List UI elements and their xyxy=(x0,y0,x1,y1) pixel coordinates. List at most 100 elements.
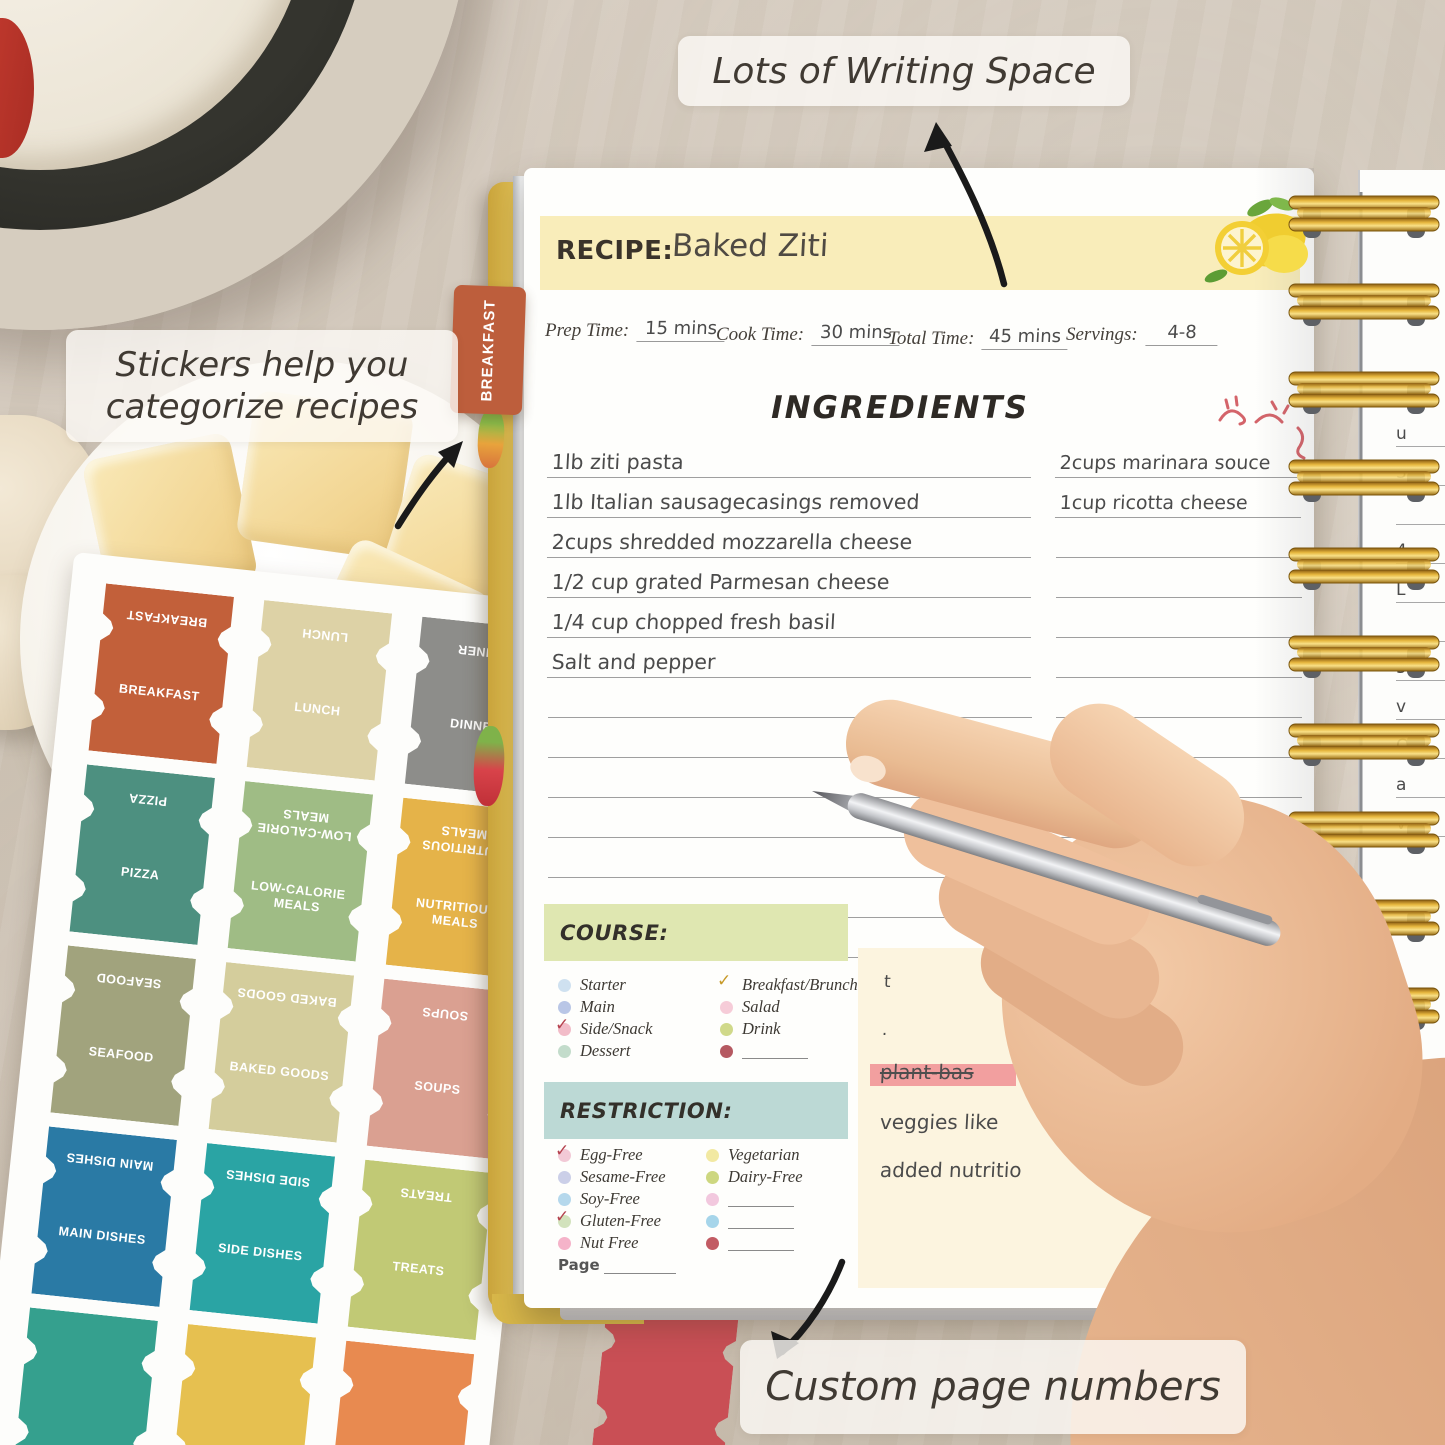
sticker-label: MAIN DISHES xyxy=(58,1223,147,1247)
sticker-label-mirrored: BREAKFAST xyxy=(126,607,208,630)
note-fragment: t xyxy=(883,972,892,992)
red-doodle-icon xyxy=(1218,395,1306,460)
cook-time-label: Cook Time: xyxy=(716,324,805,345)
sticker-label: LOW-CALORIE MEALS xyxy=(250,878,347,915)
course-option-label: Salad xyxy=(742,997,780,1016)
course-option-label: Breakfast/Brunch xyxy=(742,975,858,994)
note-line-2: veggies like xyxy=(879,1110,1000,1134)
course-dot-icon: ✓ xyxy=(717,971,733,992)
servings-label: Servings: xyxy=(1066,324,1138,345)
servings-field: Servings: 4-8 xyxy=(1066,322,1219,346)
restriction-dot-icon xyxy=(706,1192,719,1206)
restriction-option: Sesame-Free xyxy=(558,1167,666,1186)
note-highlight xyxy=(870,1064,1016,1086)
right-page-line: L xyxy=(1396,564,1445,603)
blank-option-line xyxy=(728,1192,794,1207)
course-option-label: Drink xyxy=(742,1019,781,1038)
sticker-label-mirrored: SEAFOOD xyxy=(95,970,163,992)
sticker-tab-low-calorie-meals: LOW-CALORIE MEALS LOW-CALORIE MEALS xyxy=(219,780,382,962)
checkmark-icon: ✓ xyxy=(555,1014,570,1035)
blank-option-line xyxy=(742,1044,808,1059)
sticker-label: SOUPS xyxy=(413,1078,462,1097)
ingredients-title: INGREDIENTS xyxy=(771,390,1029,426)
course-option xyxy=(720,1042,858,1060)
restriction-dot-icon xyxy=(706,1214,719,1228)
blank-writing-line xyxy=(548,718,1032,758)
handwriting-fragment: v xyxy=(1396,697,1407,717)
sticker-label: PIZZA xyxy=(120,864,161,883)
blank-writing-line xyxy=(548,798,1032,838)
sticker-tab-pizza: PIZZA PIZZA xyxy=(61,764,224,946)
note-line-1: plant-bas xyxy=(879,1060,975,1084)
restriction-column-right: Vegetarian Dairy-Free xyxy=(706,1145,803,1252)
restriction-option-label: Sesame-Free xyxy=(580,1167,666,1186)
blank-writing-line xyxy=(548,758,1032,798)
page-number-line xyxy=(603,1261,676,1274)
restriction-option xyxy=(706,1190,803,1208)
ingredient-line: 1/4 cup chopped fresh basil xyxy=(546,598,1034,638)
right-page-line: v xyxy=(1396,681,1445,720)
restriction-dot-icon: ✓ xyxy=(555,1141,571,1162)
annotation-text: Custom page numbers xyxy=(765,1364,1221,1410)
restriction-option: ✓ Gluten-Free xyxy=(555,1207,666,1231)
breakfast-side-tab: BREAKFAST xyxy=(449,284,527,416)
sticker-label-mirrored: LUNCH xyxy=(301,626,349,645)
restriction-dot-icon: ✓ xyxy=(555,1207,571,1228)
course-dot-icon xyxy=(558,1000,571,1014)
annotation-text: Lots of Writing Space xyxy=(712,50,1096,92)
total-time-field: Total Time: 45 mins xyxy=(888,326,1070,350)
annotation-text: categorize recipes xyxy=(105,387,419,427)
restriction-dot-icon xyxy=(706,1148,719,1162)
restriction-option-label: Nut Free xyxy=(580,1233,639,1252)
sticker-tab-seafood: SEAFOOD SEAFOOD xyxy=(42,945,205,1127)
blank-writing-line xyxy=(548,678,1032,718)
sticker-label: LUNCH xyxy=(293,699,342,719)
course-dot-icon xyxy=(720,1044,733,1058)
page-number-label: Page xyxy=(558,1256,600,1274)
course-option-label: Starter xyxy=(580,975,626,994)
sticker-label: SIDE DISHES xyxy=(217,1240,304,1264)
blank-option-line xyxy=(728,1214,794,1229)
ingredient-line: 1/2 cup grated Parmesan cheese xyxy=(546,558,1034,598)
sticker-label: SEAFOOD xyxy=(88,1043,155,1065)
right-page-line: u xyxy=(1396,408,1445,447)
sticker-tab-treats: TREATS TREATS xyxy=(339,1159,502,1341)
page-number-field: Page xyxy=(558,1256,676,1274)
course-option: ✓ Breakfast/Brunch xyxy=(717,971,858,995)
ingredient-line: 2cups shredded mozzarella cheese xyxy=(546,518,1034,558)
course-option: Starter xyxy=(558,975,652,994)
restriction-option: Nut Free xyxy=(558,1233,666,1252)
blank-writing-line xyxy=(1056,518,1302,558)
annotation-writing-space: Lots of Writing Space xyxy=(678,36,1130,106)
servings-value: 4-8 xyxy=(1145,322,1219,346)
recipe-banner xyxy=(540,216,1300,290)
restriction-dot-icon xyxy=(558,1192,571,1206)
restriction-option xyxy=(706,1234,803,1252)
note-fragment: . xyxy=(881,1020,888,1040)
course-option: Drink xyxy=(720,1019,858,1038)
sticker-label: TREATS xyxy=(391,1258,446,1279)
restriction-dot-icon xyxy=(706,1170,719,1184)
course-option: ✓ Side/Snack xyxy=(555,1015,652,1039)
sticker-tab-breakfast: BREAKFAST BREAKFAST xyxy=(80,583,243,765)
sticker-tab-side-dishes: SIDE DISHES SIDE DISHES xyxy=(181,1142,344,1324)
course-option: Salad xyxy=(720,997,858,1016)
recipe-name: Baked Ziti xyxy=(671,228,830,264)
page-stack-left xyxy=(513,176,527,1312)
checkmark-icon: ✓ xyxy=(555,1140,570,1161)
restriction-dot-icon xyxy=(558,1236,571,1250)
course-option-label: Dessert xyxy=(580,1041,631,1060)
course-dot-icon xyxy=(720,1022,733,1036)
restriction-dot-icon xyxy=(558,1170,571,1184)
ingredient-line: 1lb ziti pasta xyxy=(546,438,1034,478)
course-header: COURSE: xyxy=(544,904,848,961)
handwriting-fragment: u xyxy=(1396,424,1407,444)
sticker-label-mirrored: LOW-CALORIE MEALS xyxy=(256,807,353,844)
restriction-option: ✓ Egg-Free xyxy=(555,1141,666,1165)
handwriting-fragment: a xyxy=(1396,775,1407,795)
restriction-option xyxy=(706,1212,803,1230)
course-title: COURSE: xyxy=(560,920,669,945)
restriction-column-left: ✓ Egg-Free Sesame-Free Soy-Free ✓ Gluten… xyxy=(555,1141,666,1253)
blank-writing-line xyxy=(548,838,1032,878)
